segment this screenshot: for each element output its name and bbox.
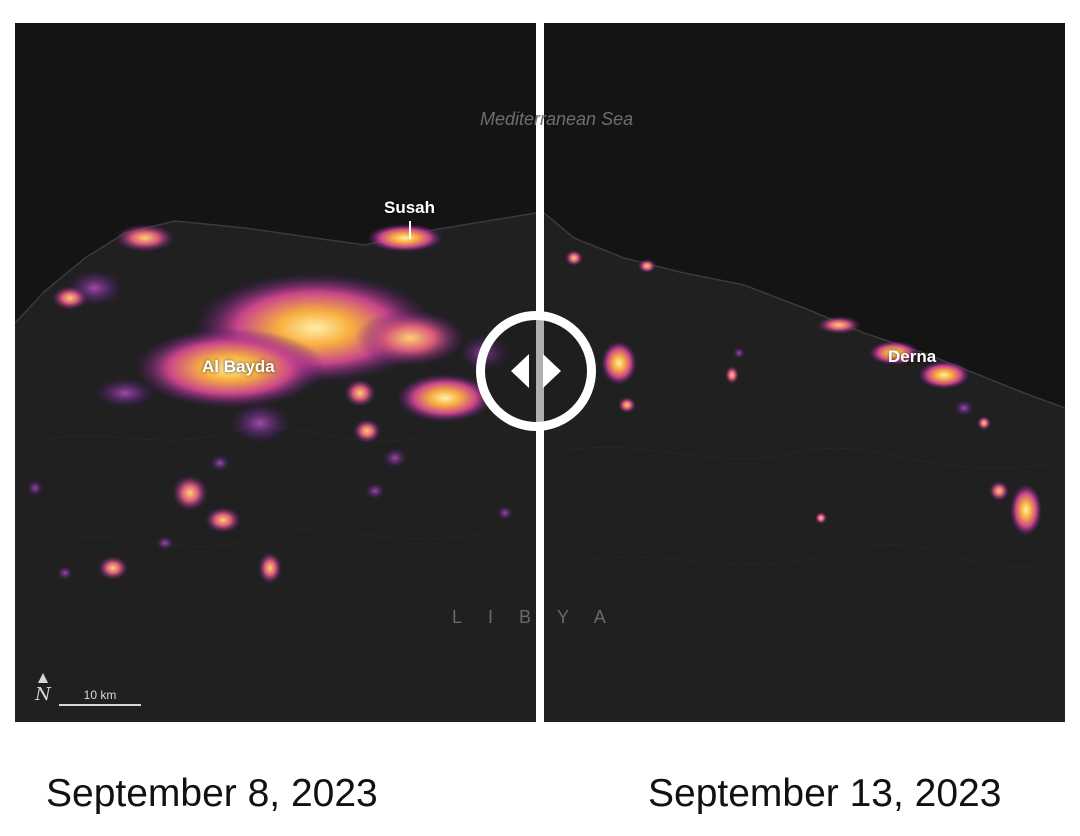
city-label-susah: Susah — [384, 198, 436, 217]
before-image — [15, 23, 536, 722]
chevron-left-icon — [511, 354, 529, 388]
city-label-derna: Derna — [888, 347, 937, 366]
scale-line — [59, 704, 141, 706]
city-label-al-bayda: Al Bayda — [202, 357, 275, 376]
image-comparison-slider[interactable]: Mediterranean Sea Susah Al Bayda Derna L… — [15, 23, 1065, 722]
north-symbol: N — [35, 684, 51, 705]
north-arrow-icon — [38, 673, 48, 683]
sea-label: Mediterranean Sea — [480, 109, 634, 129]
after-date-label: September 13, 2023 — [648, 772, 1002, 815]
scale-label: 10 km — [83, 688, 117, 702]
north-arrow: N — [33, 673, 53, 705]
susah-pointer — [409, 221, 411, 239]
chevron-right-icon — [543, 354, 561, 388]
country-label: LIBYA — [452, 607, 632, 627]
slider-handle[interactable] — [476, 311, 596, 431]
scale-bar: 10 km — [59, 688, 141, 706]
before-date-label: September 8, 2023 — [46, 772, 378, 815]
after-image — [544, 23, 1065, 722]
